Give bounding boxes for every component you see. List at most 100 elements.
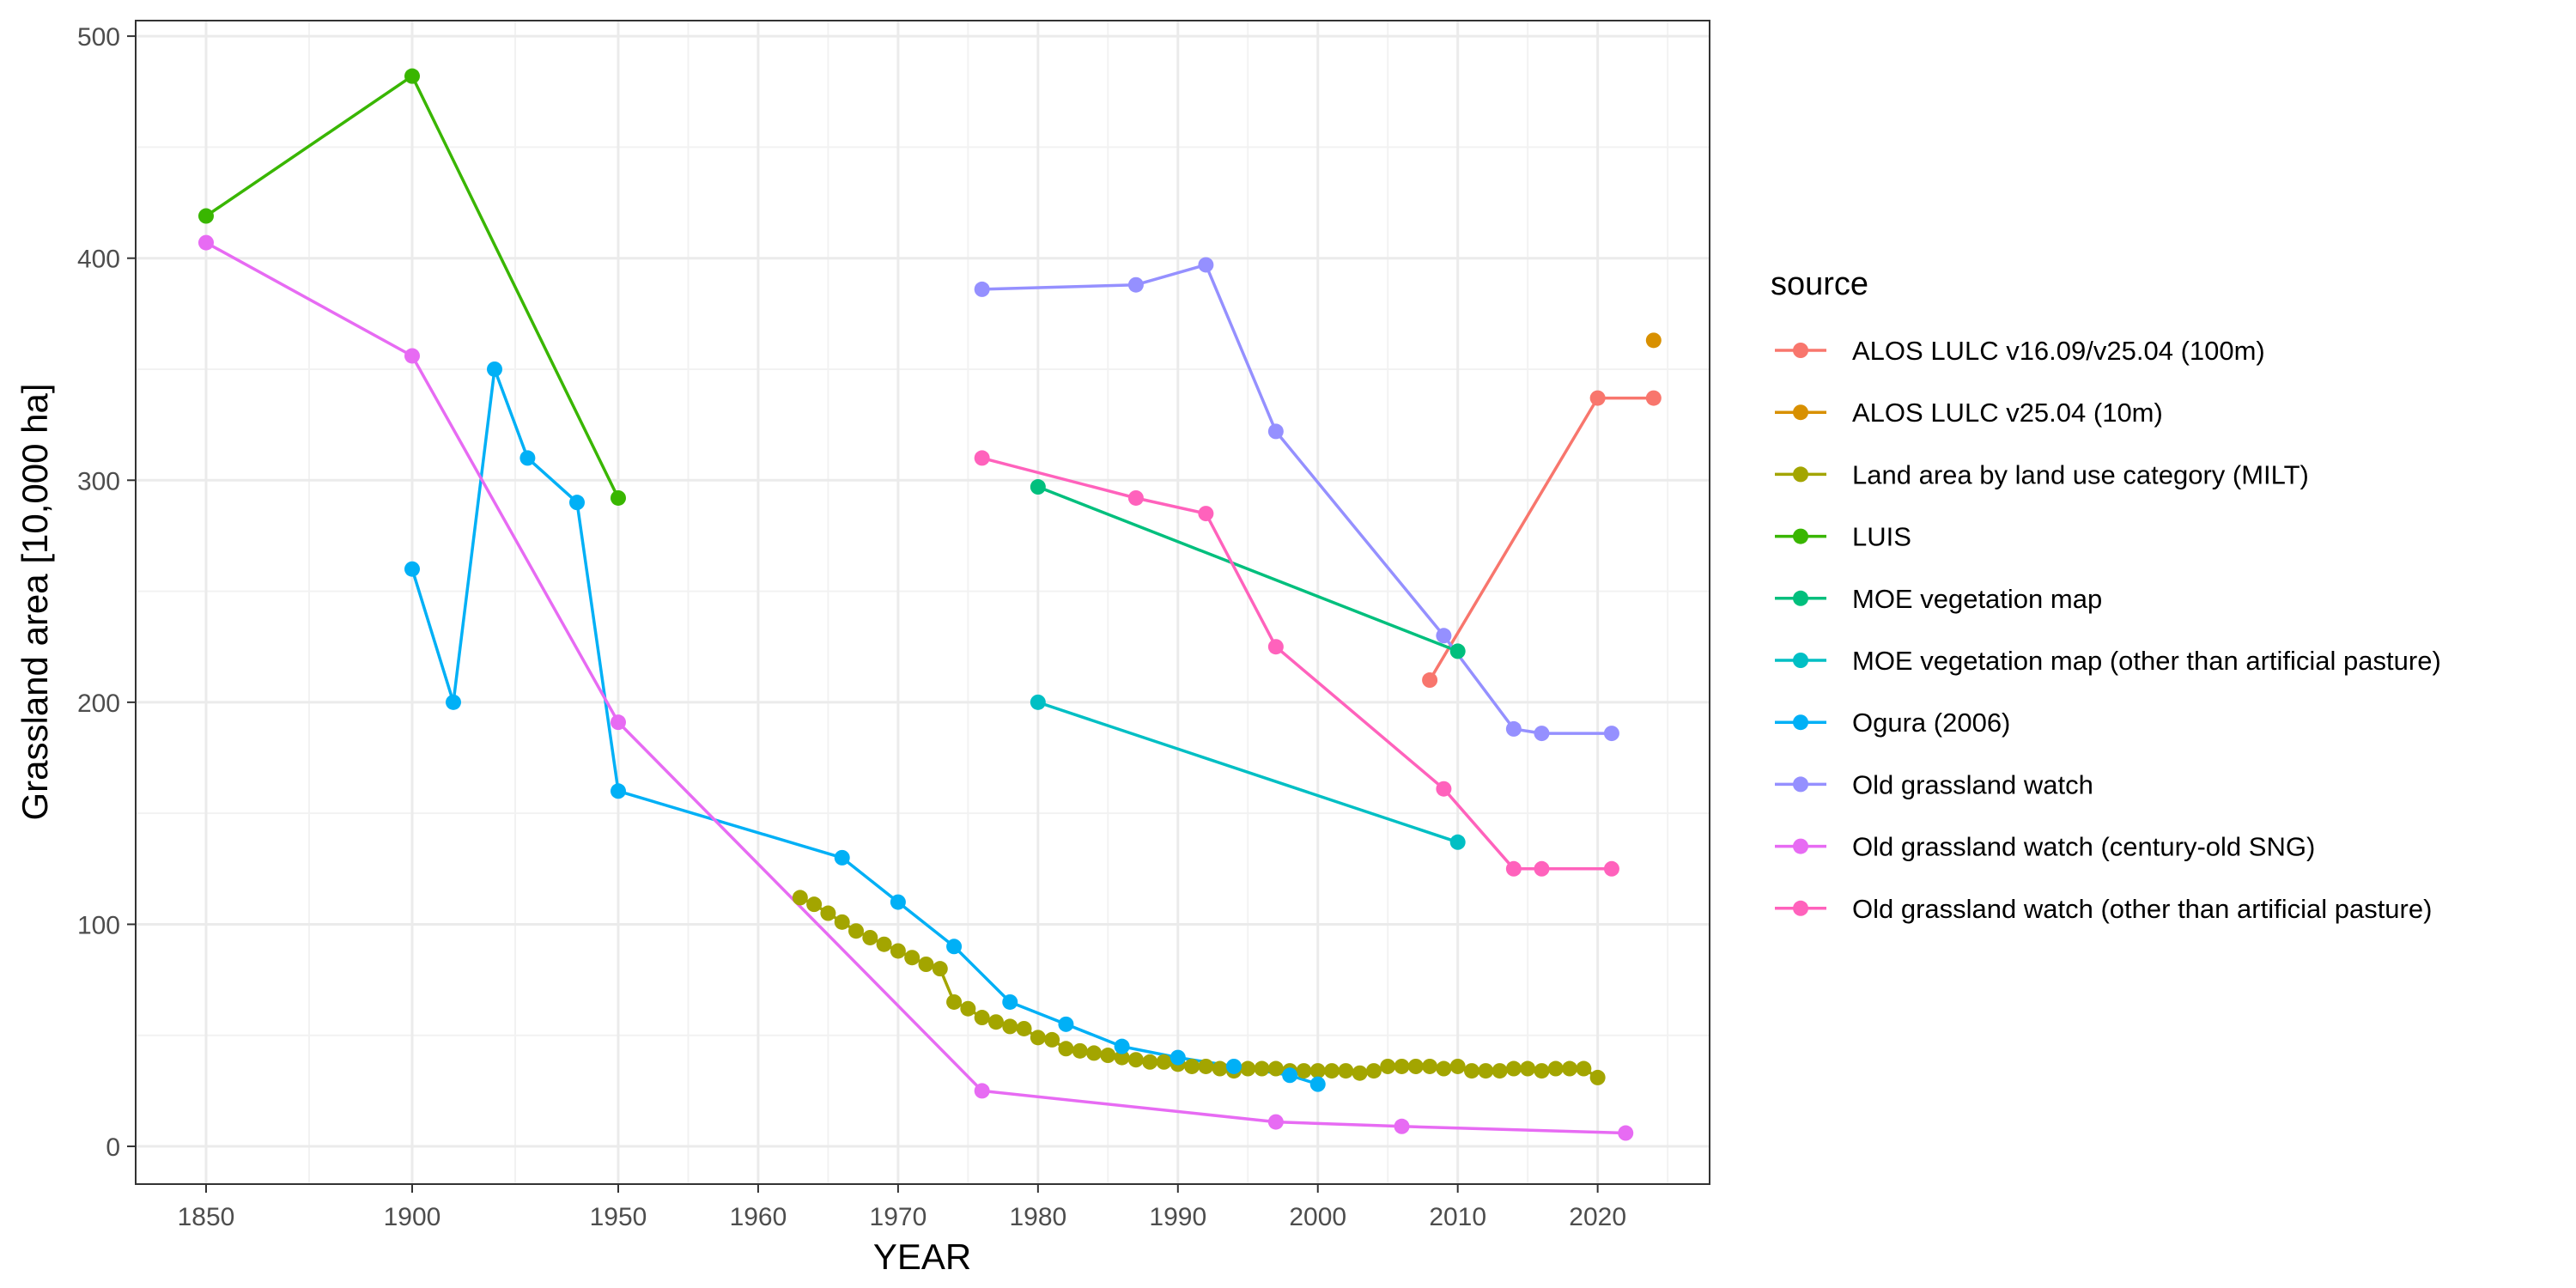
data-point xyxy=(1156,1054,1172,1070)
data-point xyxy=(1058,1016,1074,1032)
data-point xyxy=(1505,720,1522,737)
data-point xyxy=(1436,781,1452,797)
data-point xyxy=(404,348,420,364)
data-point xyxy=(1072,1042,1088,1059)
data-point xyxy=(1589,1069,1606,1085)
legend-key-point xyxy=(1793,838,1808,854)
data-point xyxy=(1044,1031,1060,1048)
data-point xyxy=(848,923,865,939)
data-point xyxy=(1254,1060,1270,1077)
y-axis: 0 100 200 300 400 500 xyxy=(77,23,136,1162)
legend-label: Old grassland watch xyxy=(1852,769,2093,799)
legend-key-point xyxy=(1793,590,1808,606)
data-point xyxy=(1380,1058,1396,1074)
legend-key-point xyxy=(1793,466,1808,483)
data-point xyxy=(1309,1076,1326,1092)
data-point xyxy=(446,694,461,710)
y-tick-label: 400 xyxy=(77,246,120,274)
data-point xyxy=(1267,1060,1284,1077)
data-point xyxy=(1422,672,1438,689)
data-point xyxy=(1603,860,1619,877)
plot-background xyxy=(136,21,1710,1184)
legend-key xyxy=(1775,838,1826,854)
data-point xyxy=(1198,257,1214,273)
data-point xyxy=(1645,390,1662,406)
x-tick-label: 1960 xyxy=(730,1203,787,1231)
legend-key-point xyxy=(1793,714,1808,731)
data-point xyxy=(1030,694,1046,710)
data-point xyxy=(820,905,836,921)
data-point xyxy=(1002,1018,1018,1035)
data-point xyxy=(960,1000,976,1017)
series-line xyxy=(1037,701,1459,844)
data-point xyxy=(1240,1060,1256,1077)
legend-key xyxy=(1775,466,1826,483)
y-tick-label: 500 xyxy=(77,23,120,52)
series-layer xyxy=(198,68,1662,1141)
data-point xyxy=(1505,860,1522,877)
data-point xyxy=(1645,332,1662,349)
data-point xyxy=(1267,639,1284,655)
data-point xyxy=(974,1010,990,1026)
data-point xyxy=(1198,506,1214,522)
data-point xyxy=(890,894,906,910)
data-point xyxy=(1198,1058,1214,1074)
data-point xyxy=(611,714,626,731)
data-point xyxy=(834,849,850,866)
data-point xyxy=(1030,1030,1046,1046)
data-point xyxy=(1127,1052,1144,1068)
data-point xyxy=(1212,1060,1228,1077)
data-point xyxy=(1352,1065,1368,1081)
data-point xyxy=(1100,1048,1116,1064)
legend-label: Old grassland watch (other than artifici… xyxy=(1852,894,2432,924)
data-point xyxy=(519,450,536,466)
y-tick-label: 100 xyxy=(77,911,120,939)
legend-label: ALOS LULC v25.04 (10m) xyxy=(1852,398,2163,428)
data-point xyxy=(1394,1118,1410,1134)
data-point xyxy=(974,1083,990,1099)
data-point xyxy=(198,234,214,251)
plot-panel-border xyxy=(135,20,1710,1185)
y-axis-title: Grassland area [10,000 ha] xyxy=(15,383,55,820)
x-tick-label: 2000 xyxy=(1289,1203,1346,1231)
legend-label: MOE vegetation map xyxy=(1852,584,2102,614)
legend-key xyxy=(1775,653,1826,668)
data-point xyxy=(1449,1058,1466,1074)
x-tick-label: 1990 xyxy=(1149,1203,1206,1231)
data-point xyxy=(1394,1058,1410,1074)
data-point xyxy=(1449,834,1466,850)
data-point xyxy=(1576,1060,1592,1077)
data-point xyxy=(1142,1054,1158,1070)
data-point xyxy=(1562,1060,1578,1077)
legend-title: source xyxy=(1771,266,1868,302)
data-point xyxy=(569,495,585,511)
data-point xyxy=(1324,1063,1340,1079)
data-point xyxy=(1603,726,1619,742)
data-point xyxy=(1114,1049,1130,1066)
data-point xyxy=(1002,993,1018,1010)
data-point xyxy=(1534,1063,1550,1079)
data-point xyxy=(974,450,990,466)
data-point xyxy=(1338,1063,1354,1079)
x-tick-label: 1900 xyxy=(384,1203,441,1231)
data-point xyxy=(1267,423,1284,440)
data-point xyxy=(1449,643,1466,659)
series-line xyxy=(1037,485,1459,653)
legend-key-point xyxy=(1793,776,1808,793)
data-point xyxy=(1534,726,1550,742)
legend-label: ALOS LULC v16.09/v25.04 (100m) xyxy=(1852,336,2265,366)
legend-key xyxy=(1775,404,1826,421)
x-tick-label: 1850 xyxy=(178,1203,235,1231)
legend-key xyxy=(1775,900,1826,916)
data-point xyxy=(946,993,963,1010)
data-point xyxy=(1407,1058,1424,1074)
data-point xyxy=(890,943,906,959)
data-point xyxy=(404,561,420,577)
data-point xyxy=(1436,628,1452,644)
legend-key xyxy=(1775,528,1826,544)
data-point xyxy=(1058,1041,1074,1057)
data-point xyxy=(1365,1063,1382,1079)
legend-label: LUIS xyxy=(1852,522,1911,552)
legend-label: Old grassland watch (century-old SNG) xyxy=(1852,832,2315,862)
